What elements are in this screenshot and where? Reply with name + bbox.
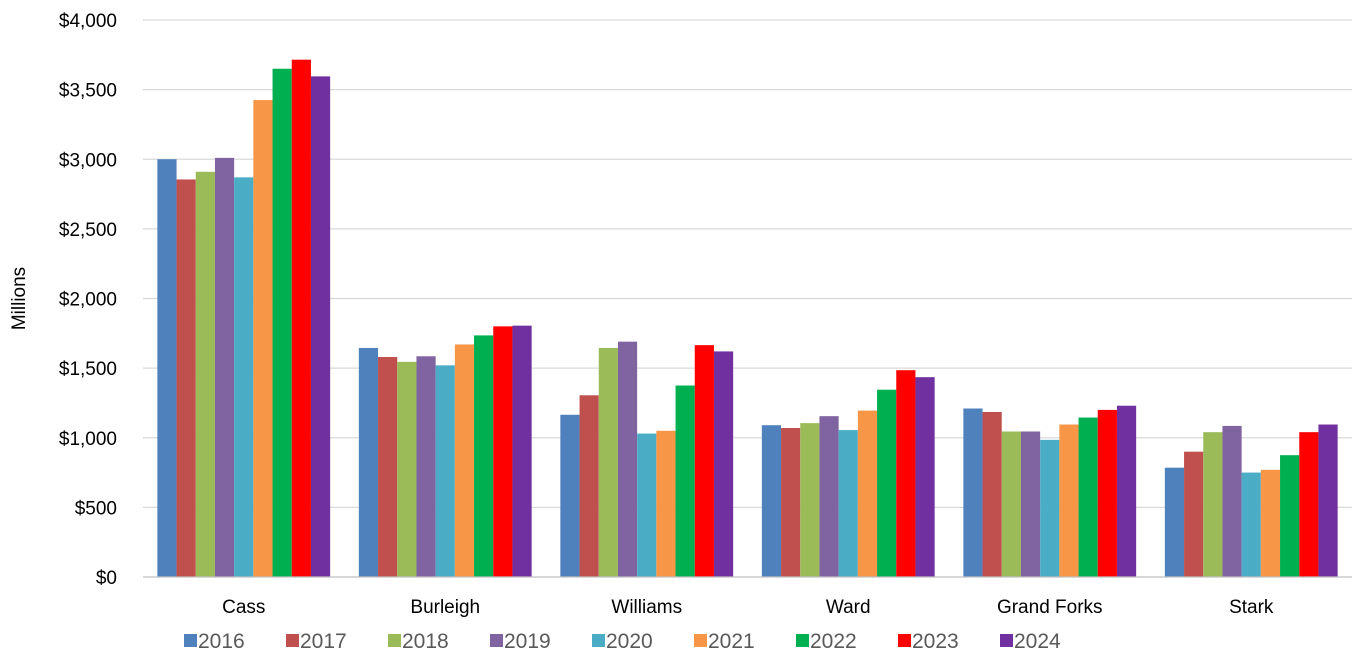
bar-2024-grand-forks xyxy=(1116,405,1137,577)
axes: $0 $500 $1,000 $1,500 $2,000 $2,500 $3,000 $3,5… xyxy=(9,11,1352,618)
bar-2018-williams xyxy=(598,347,618,577)
y-tick-label: $4,000 xyxy=(59,11,117,32)
bar-2021-burleigh xyxy=(454,344,475,577)
bar-2024-williams xyxy=(713,351,734,577)
bar-2018-cass xyxy=(195,171,215,577)
legend-swatch xyxy=(286,634,299,647)
bar-2022-williams xyxy=(675,385,695,577)
bar-2020-williams xyxy=(637,433,657,577)
bar-2020-burleigh xyxy=(435,365,455,577)
bar-2018-stark xyxy=(1203,432,1223,577)
y-tick-label: $500 xyxy=(75,498,117,519)
legend-swatch xyxy=(388,634,401,647)
y-tick-label: $3,000 xyxy=(59,150,117,171)
bar-2017-burleigh xyxy=(378,356,398,577)
bar-2023-burleigh xyxy=(493,326,513,577)
bar-2021-cass xyxy=(253,100,273,577)
bar-2021-grand-forks xyxy=(1059,424,1079,577)
bar-2021-williams xyxy=(656,430,676,577)
legend-label: 2020 xyxy=(606,630,653,653)
bar-2022-ward xyxy=(877,389,897,577)
bar-2016-ward xyxy=(761,425,782,577)
y-axis-title: Millions xyxy=(9,267,30,330)
bar-2017-grand-forks xyxy=(982,411,1002,577)
bar-2022-burleigh xyxy=(474,335,494,577)
bar-2019-stark xyxy=(1222,425,1242,577)
bar-2020-stark xyxy=(1241,472,1261,577)
legend-swatch xyxy=(694,634,707,647)
legend-label: 2021 xyxy=(708,630,755,653)
legend-label: 2023 xyxy=(912,630,959,653)
bar-2017-stark xyxy=(1184,451,1204,577)
bar-2020-cass xyxy=(234,177,254,578)
x-category-label: Cass xyxy=(222,597,265,618)
bar-2023-stark xyxy=(1299,432,1319,577)
bar-2017-cass xyxy=(176,179,196,577)
bar-2023-grand-forks xyxy=(1097,409,1117,577)
bar-2021-stark xyxy=(1260,469,1281,577)
x-category-label: Ward xyxy=(826,597,871,618)
gridlines xyxy=(143,19,1352,509)
bar-2019-williams xyxy=(617,341,638,577)
bars xyxy=(157,59,1338,578)
bar-2016-burleigh xyxy=(358,347,379,577)
bar-2022-stark xyxy=(1280,455,1300,577)
bar-2022-cass xyxy=(272,68,292,578)
bar-2020-ward xyxy=(838,430,858,577)
legend: 2016 2017 2018 2019 2020 2021 2022 2023 2024 xyxy=(184,630,1061,653)
legend-swatch xyxy=(1000,634,1013,647)
bar-2024-burleigh xyxy=(512,325,532,577)
x-category-label: Williams xyxy=(611,597,682,618)
bar-2020-grand-forks xyxy=(1040,439,1060,577)
bar-2016-cass xyxy=(157,159,177,577)
bar-2019-ward xyxy=(819,416,839,577)
y-tick-label: $1,000 xyxy=(59,429,117,450)
legend-swatch xyxy=(490,634,503,647)
bar-2018-grand-forks xyxy=(1001,431,1021,577)
bar-2024-cass xyxy=(310,76,331,578)
x-category-label: Burleigh xyxy=(410,597,480,618)
y-tick-label: $2,500 xyxy=(59,220,117,241)
bar-2017-ward xyxy=(781,428,801,577)
bar-2022-grand-forks xyxy=(1078,417,1098,577)
legend-swatch xyxy=(592,634,605,647)
y-tick-label: $2,000 xyxy=(59,290,117,311)
x-category-label: Stark xyxy=(1229,597,1274,618)
legend-swatch xyxy=(898,634,911,647)
bar-2023-cass xyxy=(291,59,311,577)
bar-2023-ward xyxy=(896,370,916,577)
bar-2016-grand-forks xyxy=(963,408,983,577)
y-tick-label: $1,500 xyxy=(59,359,117,380)
legend-label: 2024 xyxy=(1014,630,1061,653)
bar-2016-stark xyxy=(1164,467,1185,577)
legend-label: 2019 xyxy=(504,630,551,653)
bar-2018-ward xyxy=(800,423,820,577)
bar-2016-williams xyxy=(560,414,580,577)
bar-2024-ward xyxy=(915,377,935,577)
bar-2024-stark xyxy=(1318,424,1338,577)
x-category-label: Grand Forks xyxy=(997,597,1103,618)
bar-2021-ward xyxy=(857,410,878,577)
legend-swatch xyxy=(184,634,197,647)
legend-label: 2022 xyxy=(810,630,857,653)
bar-2019-grand-forks xyxy=(1020,431,1041,577)
y-tick-label: $0 xyxy=(96,568,117,589)
bar-2023-williams xyxy=(694,345,714,577)
legend-label: 2018 xyxy=(402,630,449,653)
y-tick-label: $3,500 xyxy=(59,81,117,102)
legend-label: 2017 xyxy=(300,630,347,653)
bar-2018-burleigh xyxy=(397,361,417,577)
bar-2019-cass xyxy=(214,157,235,578)
legend-swatch xyxy=(796,634,809,647)
bar-2017-williams xyxy=(579,395,599,577)
bar-2019-burleigh xyxy=(416,356,436,577)
legend-label: 2016 xyxy=(198,630,245,653)
